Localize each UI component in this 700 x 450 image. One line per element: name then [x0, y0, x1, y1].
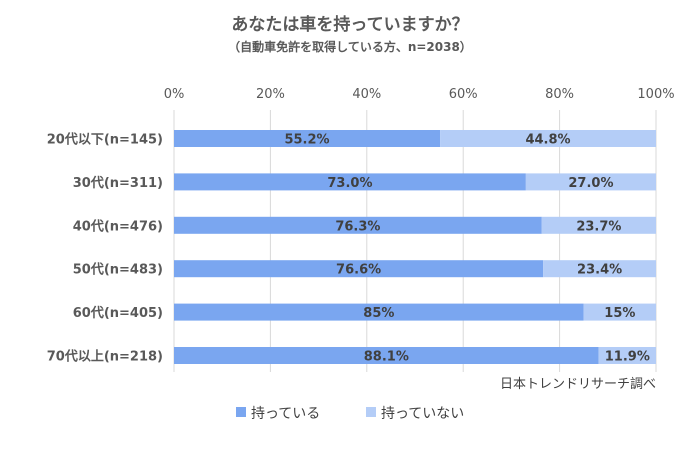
x-tick-label: 20%	[256, 87, 285, 102]
bar-own	[174, 347, 599, 364]
legend-label: 持っている	[251, 406, 320, 422]
data-label: 11.9%	[605, 350, 650, 365]
bar-own	[174, 173, 526, 191]
category-label: 60代(n=405)	[73, 305, 163, 321]
source-note: 日本トレンドリサーチ調べ	[500, 377, 656, 392]
data-label: 85%	[363, 306, 394, 321]
bar-not-own	[583, 303, 656, 321]
data-label: 44.8%	[525, 133, 570, 148]
data-label: 15%	[604, 306, 635, 321]
data-label: 23.7%	[576, 219, 621, 234]
x-tick-label: 80%	[545, 87, 574, 102]
legend-swatch	[366, 407, 376, 417]
bar-own	[174, 260, 544, 278]
bar-own	[174, 130, 441, 147]
bar-not-own	[598, 347, 656, 364]
legend-swatch	[236, 407, 246, 417]
chart-title: あなたは車を持っていますか？	[231, 14, 468, 35]
x-tick-label: 0%	[164, 87, 185, 102]
bar-own	[174, 216, 542, 234]
category-label: 30代(n=311)	[73, 175, 163, 191]
category-label: 50代(n=483)	[73, 262, 163, 278]
bar-own	[174, 303, 584, 321]
category-label: 20代以下(n=145)	[47, 132, 163, 148]
data-label: 55.2%	[284, 133, 329, 148]
category-label: 40代(n=476)	[73, 218, 163, 234]
bar-not-own	[525, 173, 656, 191]
data-label: 76.6%	[336, 263, 381, 278]
data-label: 88.1%	[364, 350, 409, 365]
bar-not-own	[541, 216, 656, 234]
data-label: 76.3%	[335, 219, 380, 234]
data-label: 73.0%	[327, 176, 372, 191]
category-label: 70代以上(n=218)	[47, 349, 163, 365]
x-tick-label: 40%	[352, 87, 381, 102]
bar-not-own	[440, 130, 656, 147]
x-tick-label: 100%	[637, 87, 674, 102]
data-label: 23.4%	[577, 263, 622, 278]
chart-subtitle: （自動車免許を取得している方、n=2038）	[228, 39, 472, 54]
legend-label: 持っていない	[381, 406, 464, 422]
bar-not-own	[543, 260, 656, 278]
x-tick-label: 60%	[449, 87, 478, 102]
data-label: 27.0%	[568, 176, 613, 191]
